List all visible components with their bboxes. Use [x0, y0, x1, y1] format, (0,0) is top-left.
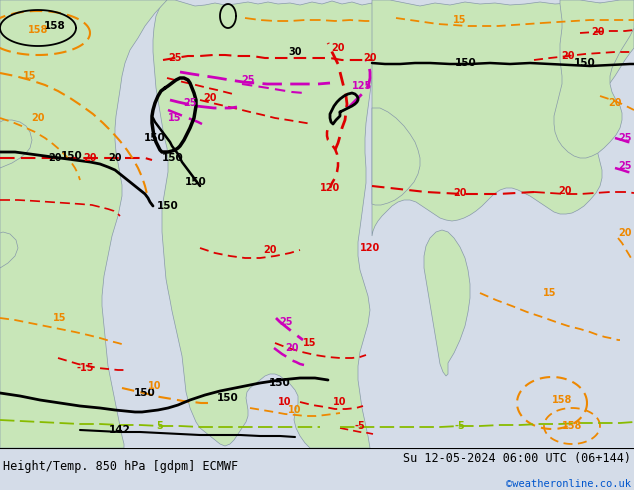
Text: 10: 10	[333, 397, 347, 407]
Text: 15: 15	[53, 313, 67, 323]
Text: 5: 5	[157, 421, 164, 431]
Polygon shape	[372, 0, 634, 236]
Text: 25: 25	[618, 161, 631, 171]
Text: 20: 20	[561, 51, 575, 61]
Text: 20: 20	[83, 153, 97, 163]
Text: 158: 158	[552, 395, 573, 405]
Text: 10: 10	[288, 405, 302, 415]
Polygon shape	[0, 232, 18, 268]
Text: 150: 150	[217, 393, 239, 403]
Text: 125: 125	[352, 81, 372, 91]
Text: 150: 150	[61, 151, 83, 161]
Text: 10: 10	[148, 381, 162, 391]
Text: 20: 20	[592, 27, 605, 37]
Text: 25: 25	[183, 98, 197, 108]
Text: 158: 158	[28, 25, 48, 35]
Text: 20: 20	[204, 93, 217, 103]
Text: 25: 25	[618, 133, 631, 143]
Text: 158: 158	[44, 21, 66, 31]
Polygon shape	[554, 0, 634, 158]
Text: 20: 20	[363, 53, 377, 63]
Text: 20: 20	[618, 228, 631, 238]
Text: 20: 20	[285, 343, 299, 353]
Polygon shape	[372, 108, 420, 205]
Text: 120: 120	[320, 183, 340, 193]
Text: Su 12-05-2024 06:00 UTC (06+144): Su 12-05-2024 06:00 UTC (06+144)	[403, 452, 631, 465]
Text: 15: 15	[23, 71, 37, 81]
Text: -5: -5	[455, 421, 465, 431]
Text: 20: 20	[108, 153, 122, 163]
Text: 150: 150	[157, 201, 179, 211]
Text: 142: 142	[109, 425, 131, 435]
Text: Height/Temp. 850 hPa [gdpm] ECMWF: Height/Temp. 850 hPa [gdpm] ECMWF	[3, 461, 238, 473]
Text: 120: 120	[360, 243, 380, 253]
Text: -5: -5	[354, 421, 365, 431]
Text: 20: 20	[559, 186, 572, 196]
Polygon shape	[424, 230, 470, 376]
Text: 15: 15	[168, 113, 182, 123]
Text: 158: 158	[562, 421, 582, 431]
Text: -15: -15	[76, 363, 94, 373]
Text: 15: 15	[303, 338, 317, 348]
Text: 150: 150	[144, 133, 166, 143]
Text: 15: 15	[453, 15, 467, 25]
Polygon shape	[153, 0, 376, 448]
Text: 150: 150	[134, 388, 156, 398]
Polygon shape	[0, 120, 32, 168]
Text: 15: 15	[543, 288, 557, 298]
Text: 25: 25	[242, 75, 255, 85]
Text: 20: 20	[263, 245, 277, 255]
Text: 150: 150	[455, 58, 477, 68]
Text: 20: 20	[331, 43, 345, 53]
Text: 150: 150	[185, 177, 207, 187]
Text: 30: 30	[288, 47, 302, 57]
Text: 25: 25	[168, 53, 182, 63]
Text: 10: 10	[278, 397, 292, 407]
Text: 20: 20	[608, 98, 622, 108]
Text: 150: 150	[269, 378, 291, 388]
Text: 150: 150	[574, 58, 596, 68]
Polygon shape	[0, 0, 167, 448]
Text: 20: 20	[48, 153, 61, 163]
Text: 20: 20	[31, 113, 45, 123]
Text: 20: 20	[453, 188, 467, 198]
Text: ©weatheronline.co.uk: ©weatheronline.co.uk	[506, 479, 631, 489]
Text: 150: 150	[162, 153, 184, 163]
Text: 25: 25	[279, 317, 293, 327]
